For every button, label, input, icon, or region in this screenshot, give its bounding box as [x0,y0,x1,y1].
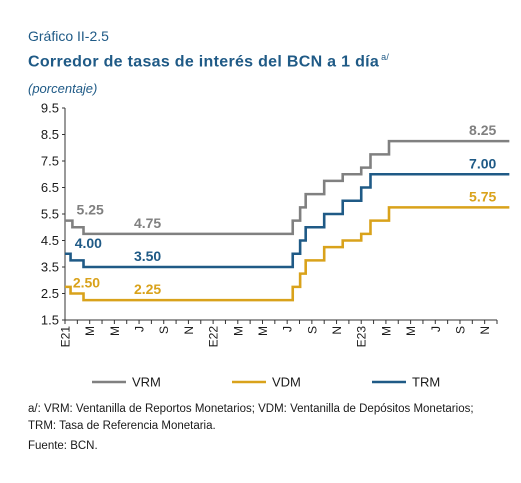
x-tick-label: M [108,326,122,336]
data-label-vrm: 8.25 [469,122,496,138]
y-tick-label: 9.5 [41,101,59,116]
series-line-vdm [65,206,510,302]
chart-unit: (porcentaje) [28,81,98,96]
footnote: a/: VRM: Ventanilla de Reportos Monetari… [28,403,474,432]
x-tick-label: E22 [207,326,221,348]
x-tick-label: S [157,326,171,334]
series-line-trm [65,172,510,269]
chart-title-superscript: a/ [381,52,390,62]
y-tick-label: 4.5 [41,233,59,248]
legend-label-trm: TRM [412,375,440,390]
y-tick-label: 7.5 [41,154,59,169]
x-tick-label: M [83,326,97,336]
series-line-vrm [65,139,510,236]
x-tick-label: M [379,326,393,336]
data-label-vdm: 2.25 [134,281,161,297]
data-label-vrm: 4.75 [134,215,161,231]
x-tick-label: N [330,326,344,335]
x-tick-label: S [453,326,467,334]
x-tick-label: M [231,326,245,336]
source-note: Fuente: BCN. [28,440,98,452]
x-tick-label: E21 [59,326,73,348]
y-tick-label: 2.5 [41,286,59,301]
data-label-vdm: 2.50 [73,275,100,291]
chart-title-text: Corredor de tasas de interés del BCN a 1… [28,53,380,71]
y-tick-label: 6.5 [41,180,59,195]
legend-label-vrm: VRM [132,375,161,390]
y-tick-label: 1.5 [41,313,59,328]
x-tick-label: J [429,326,443,332]
y-tick-label: 8.5 [41,127,59,142]
x-tick-label: J [281,326,295,332]
x-tick-label: J [133,326,147,332]
x-tick-label: N [182,326,196,335]
x-tick-label: M [404,326,418,336]
x-tick-label: M [256,326,270,336]
y-tick-label: 3.5 [41,260,59,275]
data-label-vdm: 5.75 [469,188,496,204]
chart-label: Gráfico II-2.5 [28,28,109,44]
legend-label-vdm: VDM [272,375,301,390]
data-label-vrm: 5.25 [77,202,104,218]
chart-title: Corredor de tasas de interés del BCN a 1… [28,52,389,71]
x-tick-label: E23 [355,326,369,348]
y-tick-label: 5.5 [41,207,59,222]
data-label-trm: 3.50 [134,248,161,264]
x-tick-label: N [478,326,492,335]
data-label-trm: 4.00 [75,235,102,251]
x-tick-label: S [305,326,319,334]
data-label-trm: 7.00 [469,155,496,171]
